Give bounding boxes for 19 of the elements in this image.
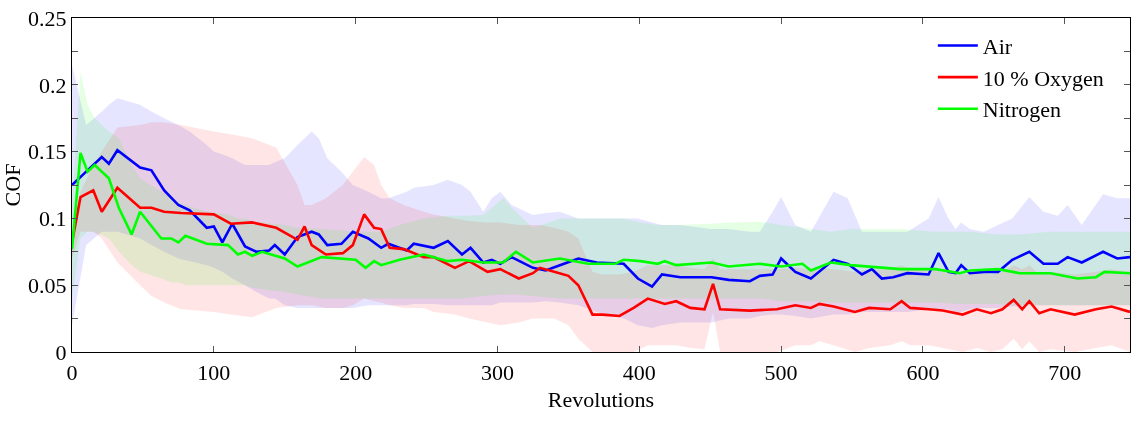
x-tick-label: 400 [622, 359, 656, 385]
y-tick-label: 0.25 [27, 5, 67, 31]
x-tick-label: 500 [764, 359, 798, 385]
y-tick-label: 0.2 [38, 72, 67, 98]
legend-label: Nitrogen [982, 97, 1062, 123]
x-tick-label: 200 [339, 359, 373, 385]
y-tick-label: 0.05 [27, 272, 67, 298]
x-tick-label: 600 [906, 359, 940, 385]
y-tick-label: 0.1 [38, 206, 67, 232]
y-tick-label: 0.15 [27, 139, 67, 165]
legend-label: Air [982, 34, 1013, 60]
x-axis-title: Revolutions [547, 387, 655, 413]
line-series [72, 186, 1130, 318]
x-tick-label: 700 [1048, 359, 1082, 385]
y-axis-title: COF [0, 163, 25, 207]
x-tick-label: 100 [197, 359, 231, 385]
x-tick-label: 300 [480, 359, 514, 385]
y-tick-label: 0 [55, 339, 67, 365]
legend-label: 10 % Oxygen [982, 65, 1104, 91]
